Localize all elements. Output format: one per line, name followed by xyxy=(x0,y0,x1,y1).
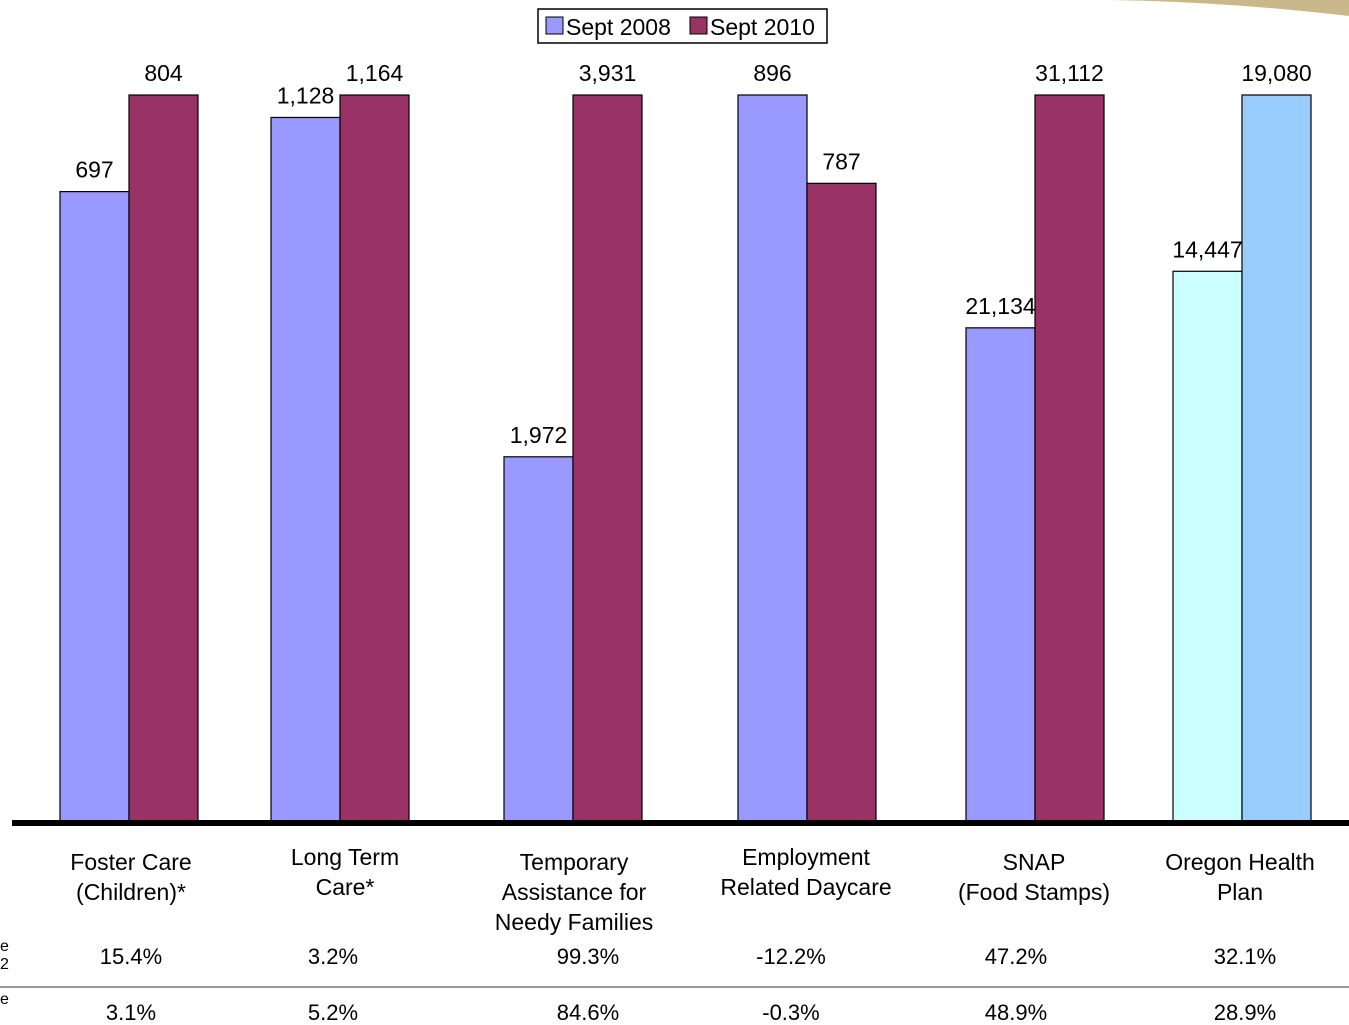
legend: Sept 2008 Sept 2010 xyxy=(537,8,828,44)
value-label-series-2-cat-2: 1,164 xyxy=(346,60,404,86)
category-label-6-line-1: Oregon Health xyxy=(1165,849,1315,875)
value-label-series-1-cat-2: 1,128 xyxy=(277,82,335,108)
table-cell-row-1-col-2: 3.2% xyxy=(308,944,358,969)
bar-series-1-cat-4 xyxy=(737,94,808,822)
value-label-series-1-cat-5: 21,134 xyxy=(965,293,1036,319)
table-cell-row-2-col-5: 48.9% xyxy=(985,1000,1047,1025)
bar-series-1-cat-2 xyxy=(270,116,341,822)
bar-series-2-cat-1 xyxy=(128,94,199,822)
bar-series-1-cat-6 xyxy=(1172,270,1243,822)
category-label-3-line-2: Assistance for xyxy=(502,879,647,905)
value-label-series-1-cat-6: 14,447 xyxy=(1172,236,1242,262)
category-labels-layer: Foster Care (Children)* Long Term Care* Temp… xyxy=(70,844,1315,935)
category-label-1-line-2: (Children)* xyxy=(76,879,186,905)
category-label-2-line-1: Long Term xyxy=(291,844,399,870)
value-label-series-2-cat-3: 3,931 xyxy=(579,60,637,86)
bar-series-2-cat-2 xyxy=(339,94,410,822)
bar-series-1-cat-5 xyxy=(965,327,1036,822)
category-label-5-line-2: (Food Stamps) xyxy=(958,879,1110,905)
table-cell-row-1-col-5: 47.2% xyxy=(985,944,1047,969)
value-label-series-2-cat-1: 804 xyxy=(144,60,183,86)
category-label-6-line-2: Plan xyxy=(1217,879,1263,905)
value-label-series-2-cat-4: 787 xyxy=(822,148,860,174)
legend-label-series-1: Sept 2008 xyxy=(566,14,671,40)
bars-layer xyxy=(59,94,1312,822)
row-2-label-fragment-a: e xyxy=(0,991,9,1008)
value-label-series-1-cat-3: 1,972 xyxy=(510,422,568,448)
legend-box xyxy=(537,8,828,44)
value-label-series-2-cat-6: 19,080 xyxy=(1241,60,1311,86)
bar-series-2-cat-4 xyxy=(806,182,877,822)
category-label-1-line-1: Foster Care xyxy=(70,849,191,875)
category-label-3-line-3: Needy Families xyxy=(495,909,654,935)
category-label-4-line-1: Employment xyxy=(742,844,870,870)
bar-series-1-cat-3 xyxy=(503,456,574,822)
bar-series-2-cat-6 xyxy=(1241,94,1312,822)
category-label-4-line-2: Related Daycare xyxy=(720,874,891,900)
bar-series-1-cat-1 xyxy=(59,191,130,822)
table-cell-row-1-col-4: -12.2% xyxy=(756,944,826,969)
table-cell-row-1-col-1: 15.4% xyxy=(100,944,162,969)
category-label-3-line-1: Temporary xyxy=(520,849,629,875)
value-labels-layer: 697 804 1,128 1,164 1,972 3,931 896 787 21,134 31… xyxy=(75,60,1311,448)
bar-series-2-cat-3 xyxy=(572,94,643,822)
table-cells-layer: 15.4% 3.2% 99.3% -12.2% 47.2% 32.1% 3.1% 5.2% 84… xyxy=(100,944,1276,1025)
value-label-series-1-cat-4: 896 xyxy=(753,60,791,86)
table-cell-row-2-col-6: 28.9% xyxy=(1214,1000,1276,1025)
change-table: e 2 e xyxy=(0,938,1349,1008)
category-label-2-line-2: Care* xyxy=(316,874,375,900)
corner-decoration xyxy=(1110,0,1349,16)
bar-series-2-cat-5 xyxy=(1034,94,1105,822)
value-label-series-1-cat-1: 697 xyxy=(75,157,113,183)
table-cell-row-2-col-1: 3.1% xyxy=(106,1000,156,1025)
legend-swatch-series-2 xyxy=(689,16,708,35)
table-cell-row-2-col-3: 84.6% xyxy=(557,1000,619,1025)
table-cell-row-1-col-6: 32.1% xyxy=(1214,944,1276,969)
value-label-series-2-cat-5: 31,112 xyxy=(1035,60,1104,86)
legend-swatch-series-1 xyxy=(545,16,564,35)
legend-label-series-2: Sept 2010 xyxy=(710,14,815,40)
row-1-label-fragment-b: 2 xyxy=(0,956,9,973)
category-label-5-line-1: SNAP xyxy=(1003,849,1066,875)
row-1-label-fragment-a: e xyxy=(0,938,9,955)
table-cell-row-1-col-3: 99.3% xyxy=(557,944,619,969)
table-cell-row-2-col-2: 5.2% xyxy=(308,1000,358,1025)
table-cell-row-2-col-4: -0.3% xyxy=(762,1000,819,1025)
